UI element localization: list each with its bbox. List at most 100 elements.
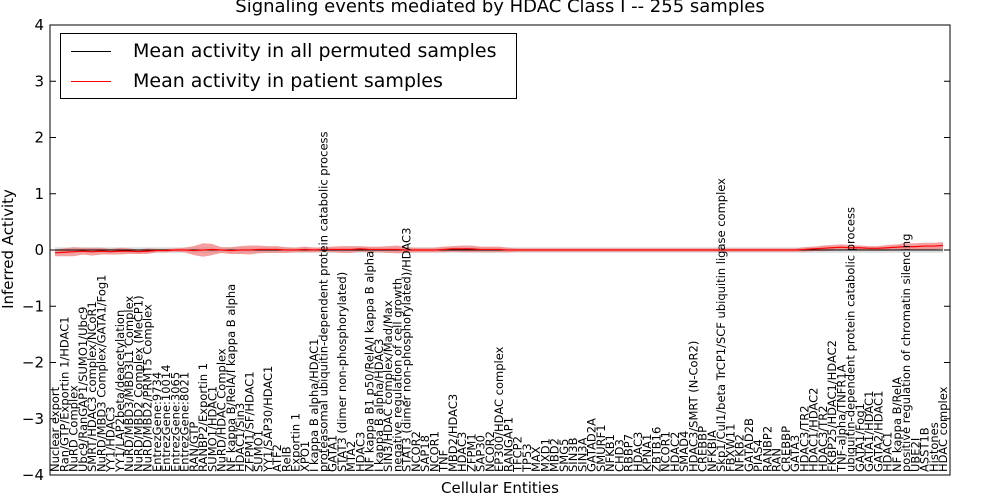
y-tick-label: 1 (34, 185, 44, 203)
x-tick-label: ZFPM1/SF/HDAC1 (242, 371, 256, 472)
x-tick-label: EntrezGene:9734 (150, 372, 164, 472)
x-tick-label: RAN/GTP (187, 422, 201, 472)
x-tick-label: NF kappa B/RelA (890, 377, 904, 472)
x-tick-label: CHD3 (612, 439, 626, 472)
x-tick-label: HDAC3 (631, 432, 645, 472)
x-tick-label: RANGAP1 (501, 417, 515, 472)
x-tick-label: TNF (437, 450, 451, 473)
x-tick-label: NuRD/HDAC Complex (215, 348, 229, 472)
x-tick-label: MXD1 (538, 438, 552, 472)
y-axis-label: Inferred Activity (0, 189, 17, 309)
x-tick-label: ubiquitin-dependent protein catabolic pr… (844, 207, 858, 472)
x-tick-label: NCOR2 (409, 431, 423, 472)
x-tick-label: MTA2 (344, 441, 358, 472)
legend: Mean activity in all permuted samples Me… (60, 33, 517, 99)
x-tick-label: SUMO1/HDAC1 (205, 386, 219, 472)
plot-frame (49, 24, 951, 476)
x-tick-label: NCOR1 (659, 431, 673, 472)
x-tick-label: ATF2 (270, 444, 284, 472)
x-tick-label: EntrezGene:10014 (159, 365, 173, 472)
x-tick-label: CREBBP (779, 426, 793, 472)
x-tick-label: TNF-alpha/TNFR1A (834, 364, 848, 473)
x-tick-label: HDAC1 (881, 432, 895, 472)
x-tick-label: YY1/LAP2beta/deacetylation (113, 310, 127, 473)
x-tick-label: STAT3 (dimer non-phosphorylated)/HDAC3 (400, 228, 414, 472)
x-tick-label: SMURF1 (594, 424, 608, 472)
x-tick-label: GATAD2A (585, 418, 599, 472)
x-tick-label: SIN3A (575, 437, 589, 472)
y-tick-label: 4 (34, 16, 44, 34)
legend-entry-permuted: Mean activity in all permuted samples (61, 36, 496, 66)
x-tick-label: Exportin 1 (289, 413, 303, 472)
x-tick-label: NFKB1 (603, 434, 617, 472)
x-tick-label: HDAC3 (455, 432, 469, 472)
x-tick-label: RelB (279, 446, 293, 472)
x-tick-label: GATA2/HDAC1 (871, 391, 885, 472)
x-tick-label: UBE2I (908, 438, 922, 472)
x-tick-label: XPO1 (298, 441, 312, 472)
x-tick-label: Skp1/Cul1/beta TrCP1/SCF ubiquitin ligas… (714, 178, 728, 472)
y-tick-label: 3 (34, 72, 44, 90)
x-tick-label: NF kappa B/RelA/I kappa B alpha (224, 284, 238, 472)
x-tick-label: NF kappa B1 p50/RelA/I kappa B alpha (363, 251, 377, 472)
x-tick-label: HDAC1/Sin3 (233, 403, 247, 472)
x-tick-label: GATA1/Fog1 (853, 403, 867, 472)
x-tick-label: SAP30 (474, 435, 488, 472)
x-tick-label: NuRD/MBD3 Complex/GATA1/Fog1 (94, 275, 108, 473)
x-tick-label: GATA1 (326, 435, 340, 472)
x-tick-label: SMRT/HDAC3 complex/NCoR1 (85, 301, 99, 472)
y-tick-label: −4 (22, 466, 44, 484)
x-tick-label: FKBP25/HDAC1/HDAC2 (825, 340, 839, 472)
series-line-patient (54, 244, 944, 254)
x-tick-label: Ubc9/RanGAP1/SUMO1/Ubc9 (76, 307, 90, 472)
x-tick-label: HDAC3/SMRT (N-CoR2) (686, 341, 700, 472)
x-tick-label: GATA3 (788, 435, 802, 472)
x-tick-label: RANBP2/Exportin 1 (196, 363, 210, 472)
x-tick-label: NFKBIA (705, 430, 719, 472)
legend-label-patient: Mean activity in patient samples (133, 70, 443, 92)
x-tick-label: GATAD2B (742, 418, 756, 472)
chart-title: Signaling events mediated by HDAC Class … (235, 0, 765, 17)
y-tick-label: 2 (34, 129, 44, 147)
x-tick-label: HDAC complex (936, 386, 950, 472)
x-tick-label: RANBP2 (760, 426, 774, 472)
y-tick-label: −2 (22, 354, 44, 372)
legend-swatch-permuted (71, 50, 111, 52)
x-tick-label: SIN3B (566, 437, 580, 472)
x-tick-label: HDAC2 (668, 432, 682, 472)
x-tick-label: proteasomal ubiquitin-dependent protein … (316, 131, 330, 472)
x-tick-label: ZBTB16 (649, 427, 663, 472)
x-tick-label: YY1/SAP30/HDAC1 (261, 366, 275, 473)
x-tick-label: SUMO1 (252, 430, 266, 472)
x-tick-label: RBBP7 (622, 434, 636, 472)
legend-entry-patient: Mean activity in patient samples (61, 66, 443, 96)
x-tick-label: ASST1B (918, 427, 932, 472)
x-tick-label: GATA1/HDAC1 (862, 391, 876, 472)
x-tick-label: SIN3/HDAC complex/Mad/Max (381, 300, 395, 472)
x-tick-label: SMG5 (557, 439, 571, 472)
y-tick-label: −1 (22, 297, 44, 315)
legend-swatch-patient (71, 80, 111, 82)
x-tick-label: NuRD/MBD2/PRMT5 Complex (141, 304, 155, 472)
x-tick-label: NFKB2 (733, 434, 747, 472)
x-tick-label: MBD2/HDAC3 (446, 394, 460, 472)
x-tick-label: ZFPM1 (464, 433, 478, 472)
x-tick-label: RAN (770, 448, 784, 472)
x-tick-label: NCOR2 (483, 431, 497, 472)
x-tick-label: MBD2 (548, 438, 562, 472)
x-tick-label: Histones (927, 422, 941, 472)
y-tick-label: 0 (34, 241, 44, 259)
x-tick-label: SAP18 (418, 435, 432, 472)
x-tick-label: KPNA1 (640, 434, 654, 472)
x-tick-label: Nuclear export (48, 386, 62, 472)
x-tick-label: I kappa B alpha/HDAC1 (307, 339, 321, 472)
x-tick-label: negative regulation of cell growth (390, 278, 404, 472)
x-tick-label: EntrezGene:3065 (168, 372, 182, 472)
x-tick-label: SMAD4 (677, 431, 691, 472)
x-tick-label: TP53 (520, 443, 534, 473)
x-tick-label: EP300/HDAC complex (492, 346, 506, 472)
x-tick-label: I kappa B alpha/HDAC3 (372, 339, 386, 472)
x-tick-label: FBXW11 (723, 424, 737, 472)
x-tick-label: MAX (529, 446, 543, 472)
